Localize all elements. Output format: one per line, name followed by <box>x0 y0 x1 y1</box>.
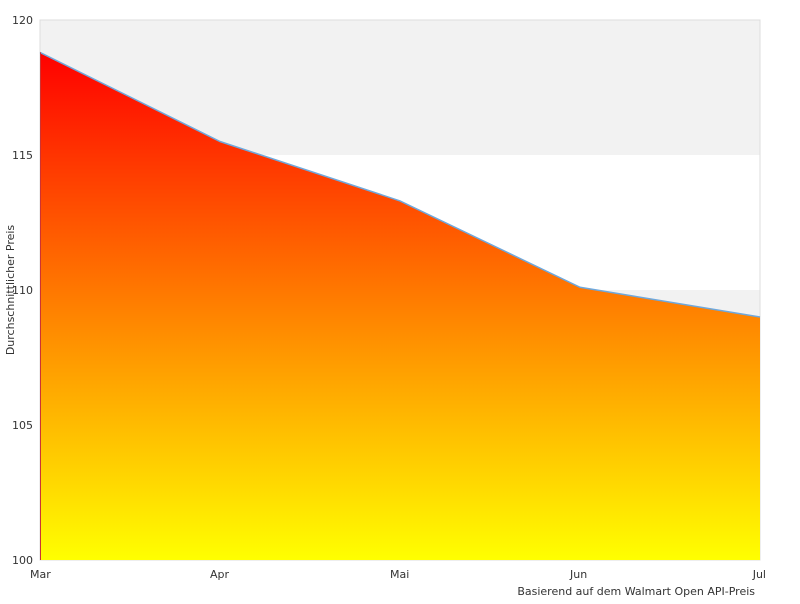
x-tick-label: Apr <box>210 568 230 581</box>
x-tick-label: Mai <box>390 568 409 581</box>
y-tick-label: 100 <box>12 554 33 567</box>
x-tick-label: Jul <box>752 568 766 581</box>
y-tick-label: 115 <box>12 149 33 162</box>
data-point[interactable] <box>214 136 226 148</box>
series-area <box>40 52 760 561</box>
y-tick-label: 110 <box>12 284 33 297</box>
x-tick-label: Mar <box>30 568 51 581</box>
x-tick-label: Jun <box>569 568 587 581</box>
data-point[interactable] <box>394 195 406 207</box>
y-tick-label: 120 <box>12 14 33 27</box>
data-point[interactable] <box>34 46 46 58</box>
data-point[interactable] <box>574 281 586 293</box>
data-point[interactable] <box>754 311 766 323</box>
y-axis-title: Durchschnittlicher Preis <box>4 225 17 356</box>
y-axis-ticks: 100 105 110 115 120 <box>12 14 33 567</box>
chart-credit[interactable]: Basierend auf dem Walmart Open API-Preis <box>517 585 755 598</box>
x-axis-ticks: Mar Apr Mai Jun Jul <box>30 568 766 581</box>
series-line <box>39 51 761 318</box>
series-area-layer <box>39 51 761 561</box>
y-tick-label: 105 <box>12 419 33 432</box>
